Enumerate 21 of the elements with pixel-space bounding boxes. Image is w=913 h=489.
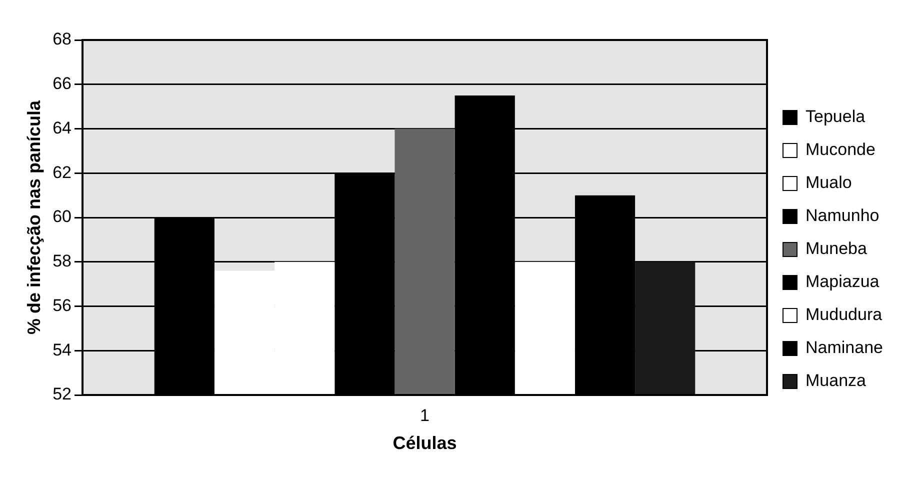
legend-label: Muneba xyxy=(806,239,868,258)
y-tick-label: 68 xyxy=(52,30,72,49)
y-axis-title: % de infecção nas panícula xyxy=(24,99,44,335)
y-tick-label: 52 xyxy=(52,384,72,404)
legend-label: Mududura xyxy=(806,305,883,324)
legend-label: Mualo xyxy=(806,173,852,192)
y-tick-label: 66 xyxy=(52,74,72,94)
y-tick-label: 60 xyxy=(52,207,72,226)
y-tick-label: 62 xyxy=(52,162,72,182)
legend-label: Mapiazua xyxy=(806,272,880,292)
legend-label: Tepuela xyxy=(806,107,866,126)
legend-label: Namunho xyxy=(806,206,880,226)
legend-label: Naminane xyxy=(806,338,884,358)
legend-label: Muanza xyxy=(806,371,867,390)
y-tick-label: 64 xyxy=(52,118,72,138)
y-tick-label: 58 xyxy=(52,252,72,271)
legend-label: Muconde xyxy=(806,140,876,160)
x-tick-label: 1 xyxy=(420,406,430,425)
y-tick-label: 54 xyxy=(52,340,72,360)
y-tick-label: 56 xyxy=(52,296,72,315)
x-axis-title: Células xyxy=(392,433,457,454)
